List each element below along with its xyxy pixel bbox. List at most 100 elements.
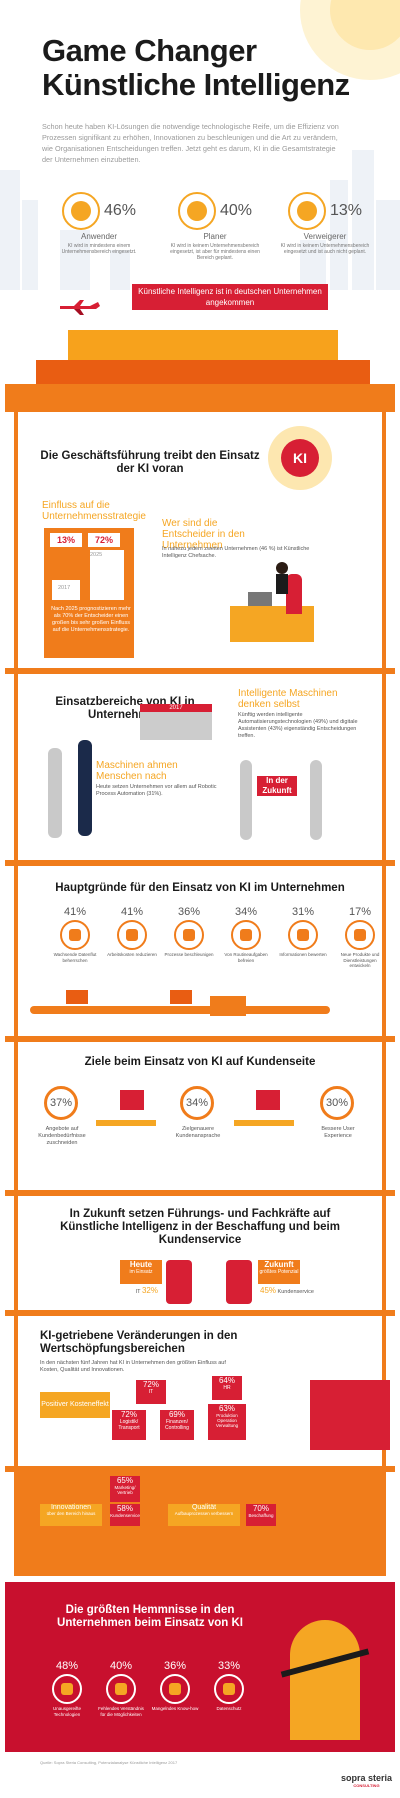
box-label: Beschaffung [248, 1513, 274, 1518]
reason-pct: 36% [177, 906, 201, 918]
data-icon [60, 920, 90, 950]
today-label: Heute [129, 1260, 153, 1269]
year-2025: 2025 [90, 552, 103, 558]
box-it: 72% IT [136, 1380, 166, 1404]
ki-badge: KI [281, 439, 319, 477]
future-sign: Zukunft größtes Potenzial [258, 1260, 300, 1284]
reason-pct: 31% [291, 906, 315, 918]
obstacle-item: 36% Mangelndes Know-how [150, 1660, 200, 1712]
box-pct: 72% [120, 1410, 137, 1419]
influence-title: Einfluss auf die Unternehmensstrategie [42, 500, 146, 522]
blocked-door-icon [290, 1620, 360, 1740]
obstacle-item: 40% Fehlendes Verständnis für die Möglich… [96, 1660, 146, 1717]
obstacle-label: Datenschutz [216, 1706, 242, 1711]
stat-label: Verweigerer [303, 232, 347, 241]
bar1-pct: 13% [50, 533, 82, 547]
stat-sub: KI wird in mindestens einem Unternehmens… [61, 243, 137, 255]
reason-pct: 41% [63, 906, 87, 918]
bar1-stack [52, 580, 80, 600]
crate-title: Innovationen [50, 1504, 92, 1511]
goal-label: Angebote auf Kundenbedürfnisse zuschneid… [38, 1126, 86, 1146]
gears-icon [61, 192, 100, 230]
boss-body [276, 574, 288, 594]
footer [0, 1752, 400, 1798]
decider-title: Wer sind die Entscheider in den Unterneh… [162, 518, 245, 551]
box-pct: 69% [168, 1410, 185, 1419]
robot-arm-icon [166, 1260, 192, 1304]
intro-text: Schon heute haben KI-Lösungen die notwen… [42, 122, 339, 164]
stat-pct: 46% [103, 202, 137, 219]
reason-item: 41% Wachsende Datenflut beherrschen [50, 906, 100, 963]
box-pct: 70% [252, 1504, 269, 1513]
floor-2-right-text: Künftig werden intelligente Automatisier… [238, 712, 358, 739]
crate-quality: Qualität Aufbauprozessen verbessern [168, 1504, 240, 1526]
package-stack-icon [210, 996, 246, 1016]
tech-icon [52, 1674, 82, 1704]
package-icon [170, 990, 192, 1004]
box-hr: 64% HR [212, 1376, 242, 1400]
box-pct: 58% [116, 1504, 133, 1513]
person-icon [78, 740, 92, 836]
reason-item: 17% Neue Produkte und Dienstleistungen en… [335, 906, 385, 969]
crate-innovation: Innovationen über den Bereich hinaus [40, 1504, 102, 1526]
obstacle-item: 33% Datenschutz [204, 1660, 254, 1712]
stat-planer: 40% Planer KI wird in keinem Unternehmen… [160, 192, 270, 261]
obstacle-label: Fehlendes Verständnis für die Möglichkei… [98, 1706, 144, 1717]
future-label: Zukunft [264, 1260, 294, 1269]
obstacle-item: 48% Unausgereifte Technologien [42, 1660, 92, 1717]
crate-cost: Positiver Kosteneffekt [40, 1392, 110, 1418]
goal-label: Bessere User Experience [321, 1126, 355, 1139]
slab [5, 1190, 395, 1196]
logo-sub: CONSULTING [353, 1783, 380, 1788]
stat-label: Anwender [80, 232, 118, 241]
box-label: HR [223, 1385, 231, 1391]
desk-icon [96, 1120, 156, 1126]
goal-pct: 37% [44, 1086, 78, 1120]
reason-item: 34% Von Routineaufgaben befreien [221, 906, 271, 963]
airplane-icon [60, 300, 100, 315]
robot-icon [48, 748, 62, 838]
stat-label: Planer [203, 232, 227, 241]
floor-2-left-title: Maschinen ahmen Menschen nach [96, 760, 178, 782]
obstacle-pct: 40% [109, 1660, 133, 1672]
slab [5, 1310, 395, 1316]
future-row-pct: 45% [260, 1286, 277, 1295]
crate-sub: Aufbauprozessen verbessern [174, 1511, 234, 1516]
slab [5, 668, 395, 674]
floor-5 [14, 1196, 386, 1310]
reason-label: Neue Produkte und Dienstleistungen entwi… [340, 952, 380, 968]
reason-item: 41% Arbeitskosten reduzieren [107, 906, 157, 958]
slab [5, 1466, 395, 1472]
floor-1-title: Die Geschäftsführung treibt den Einsatz … [40, 450, 260, 475]
obstacle-pct: 48% [55, 1660, 79, 1672]
floor-5-title: In Zukunft setzen Führungs- und Fachkräf… [60, 1208, 340, 1246]
money-icon [117, 920, 147, 950]
knowhow-icon [160, 1674, 190, 1704]
bar2-pct: 72% [88, 533, 120, 547]
box-produktion: 63% Produktion Operation Verwaltung [208, 1404, 246, 1440]
evaluate-icon [288, 920, 318, 950]
influence-text: Nach 2025 prognostizieren mehr als 70% d… [51, 606, 131, 633]
lock-icon [214, 1674, 244, 1704]
title-line-2: Künstliche Intelligenz [42, 67, 350, 102]
calendar-year: 2017 [140, 704, 212, 712]
floor-2-right-title: Intelligente Maschinen denken selbst [238, 688, 338, 710]
obstacle-label: Mangelndes Know-how [151, 1706, 199, 1711]
building-roof-lower [36, 360, 370, 386]
box-finanzen: 69% Finanzen/ Controlling [160, 1410, 194, 1440]
future-sub: größtes Potenzial [259, 1269, 299, 1275]
reason-label: Arbeitskosten reduzieren [107, 952, 157, 957]
slab [5, 860, 395, 866]
boss-chair [286, 574, 302, 614]
floor-6-text: In den nächsten fünf Jahren hat KI in Un… [40, 1360, 226, 1373]
box-beschaffung: 70% Beschaffung [246, 1504, 276, 1526]
goal-pct: 34% [180, 1086, 214, 1120]
goal-pct: 30% [320, 1086, 354, 1120]
future-sign: In der Zukunft [257, 776, 297, 796]
sky-background [0, 0, 400, 315]
box-pct: 65% [116, 1476, 133, 1485]
slab [5, 1036, 395, 1042]
desk-icon [234, 1120, 294, 1126]
box-pct: 63% [218, 1404, 235, 1413]
box-logistik: 72% Logistik/ Transport [112, 1410, 146, 1440]
